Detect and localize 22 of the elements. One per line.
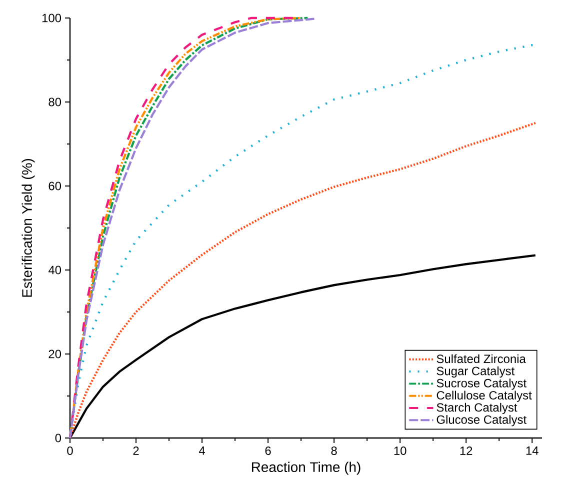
y-tick-label: 40 <box>48 266 62 274</box>
legend-label: Glucose Catalyst <box>436 415 526 426</box>
legend-label: Sulfated Zirconia <box>436 354 526 364</box>
legend-label: Starch Catalyst <box>436 402 518 414</box>
x-tick-label: 12 <box>460 446 472 455</box>
legend-label: Sucrose Catalyst <box>436 378 526 390</box>
x-axis-title: Reaction Time (h) <box>252 462 360 475</box>
x-tick-label: 6 <box>265 446 271 455</box>
y-tick-label: 20 <box>48 350 62 358</box>
y-tick-label: 60 <box>48 182 62 190</box>
y-tick-label: 0 <box>55 434 62 442</box>
legend-label: Cellulose Catalyst <box>436 390 532 402</box>
y-axis-title: Esterification Yield (%) <box>22 159 35 297</box>
x-tick-label: 14 <box>526 446 538 455</box>
y-tick-label: 100 <box>42 14 62 22</box>
x-tick-label: 8 <box>331 446 337 455</box>
legend-label: Sugar Catalyst <box>436 366 515 378</box>
y-tick-label: 80 <box>48 98 62 106</box>
x-tick-label: 4 <box>198 446 205 455</box>
x-tick-label: 2 <box>133 446 139 455</box>
x-tick-label: 10 <box>394 446 406 455</box>
x-tick-label: 0 <box>67 446 73 455</box>
